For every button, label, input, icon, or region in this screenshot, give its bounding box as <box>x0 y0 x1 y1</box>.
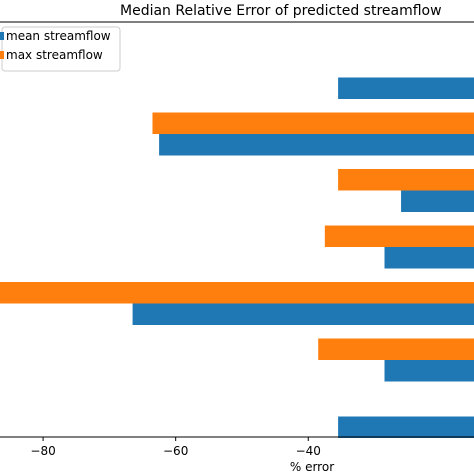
bar-mean-row6 <box>384 360 474 382</box>
bar-max-row6 <box>318 338 474 360</box>
bar-max-row2 <box>152 112 474 134</box>
bar-max-row5 <box>0 282 474 304</box>
chart-title: Median Relative Error of predicted strea… <box>120 3 442 19</box>
legend-label-1: max streamflow <box>6 48 103 62</box>
legend-swatch-0 <box>0 32 4 40</box>
legend-label-0: mean streamflow <box>6 29 111 43</box>
x-tick-label: −40 <box>296 444 321 458</box>
bars <box>0 77 474 438</box>
legend-swatch-1 <box>0 51 4 59</box>
bar-mean-row5 <box>132 303 474 325</box>
x-ticks: −80 −60 −40 <box>30 437 321 458</box>
bar-mean-row2 <box>159 134 474 156</box>
bar-max-row3 <box>338 169 474 191</box>
bar-mean-row1 <box>338 77 474 99</box>
x-tick-label: −80 <box>30 444 55 458</box>
legend: mean streamflow max streamflow <box>0 26 121 72</box>
bar-mean-row7 <box>338 416 474 438</box>
bar-mean-row4 <box>384 247 474 269</box>
bar-mean-row3 <box>401 190 474 212</box>
x-tick-label: −60 <box>163 444 188 458</box>
x-axis-label: % error <box>290 460 334 474</box>
legend-box <box>1 26 121 72</box>
bar-max-row4 <box>324 225 474 247</box>
axes <box>0 21 474 438</box>
